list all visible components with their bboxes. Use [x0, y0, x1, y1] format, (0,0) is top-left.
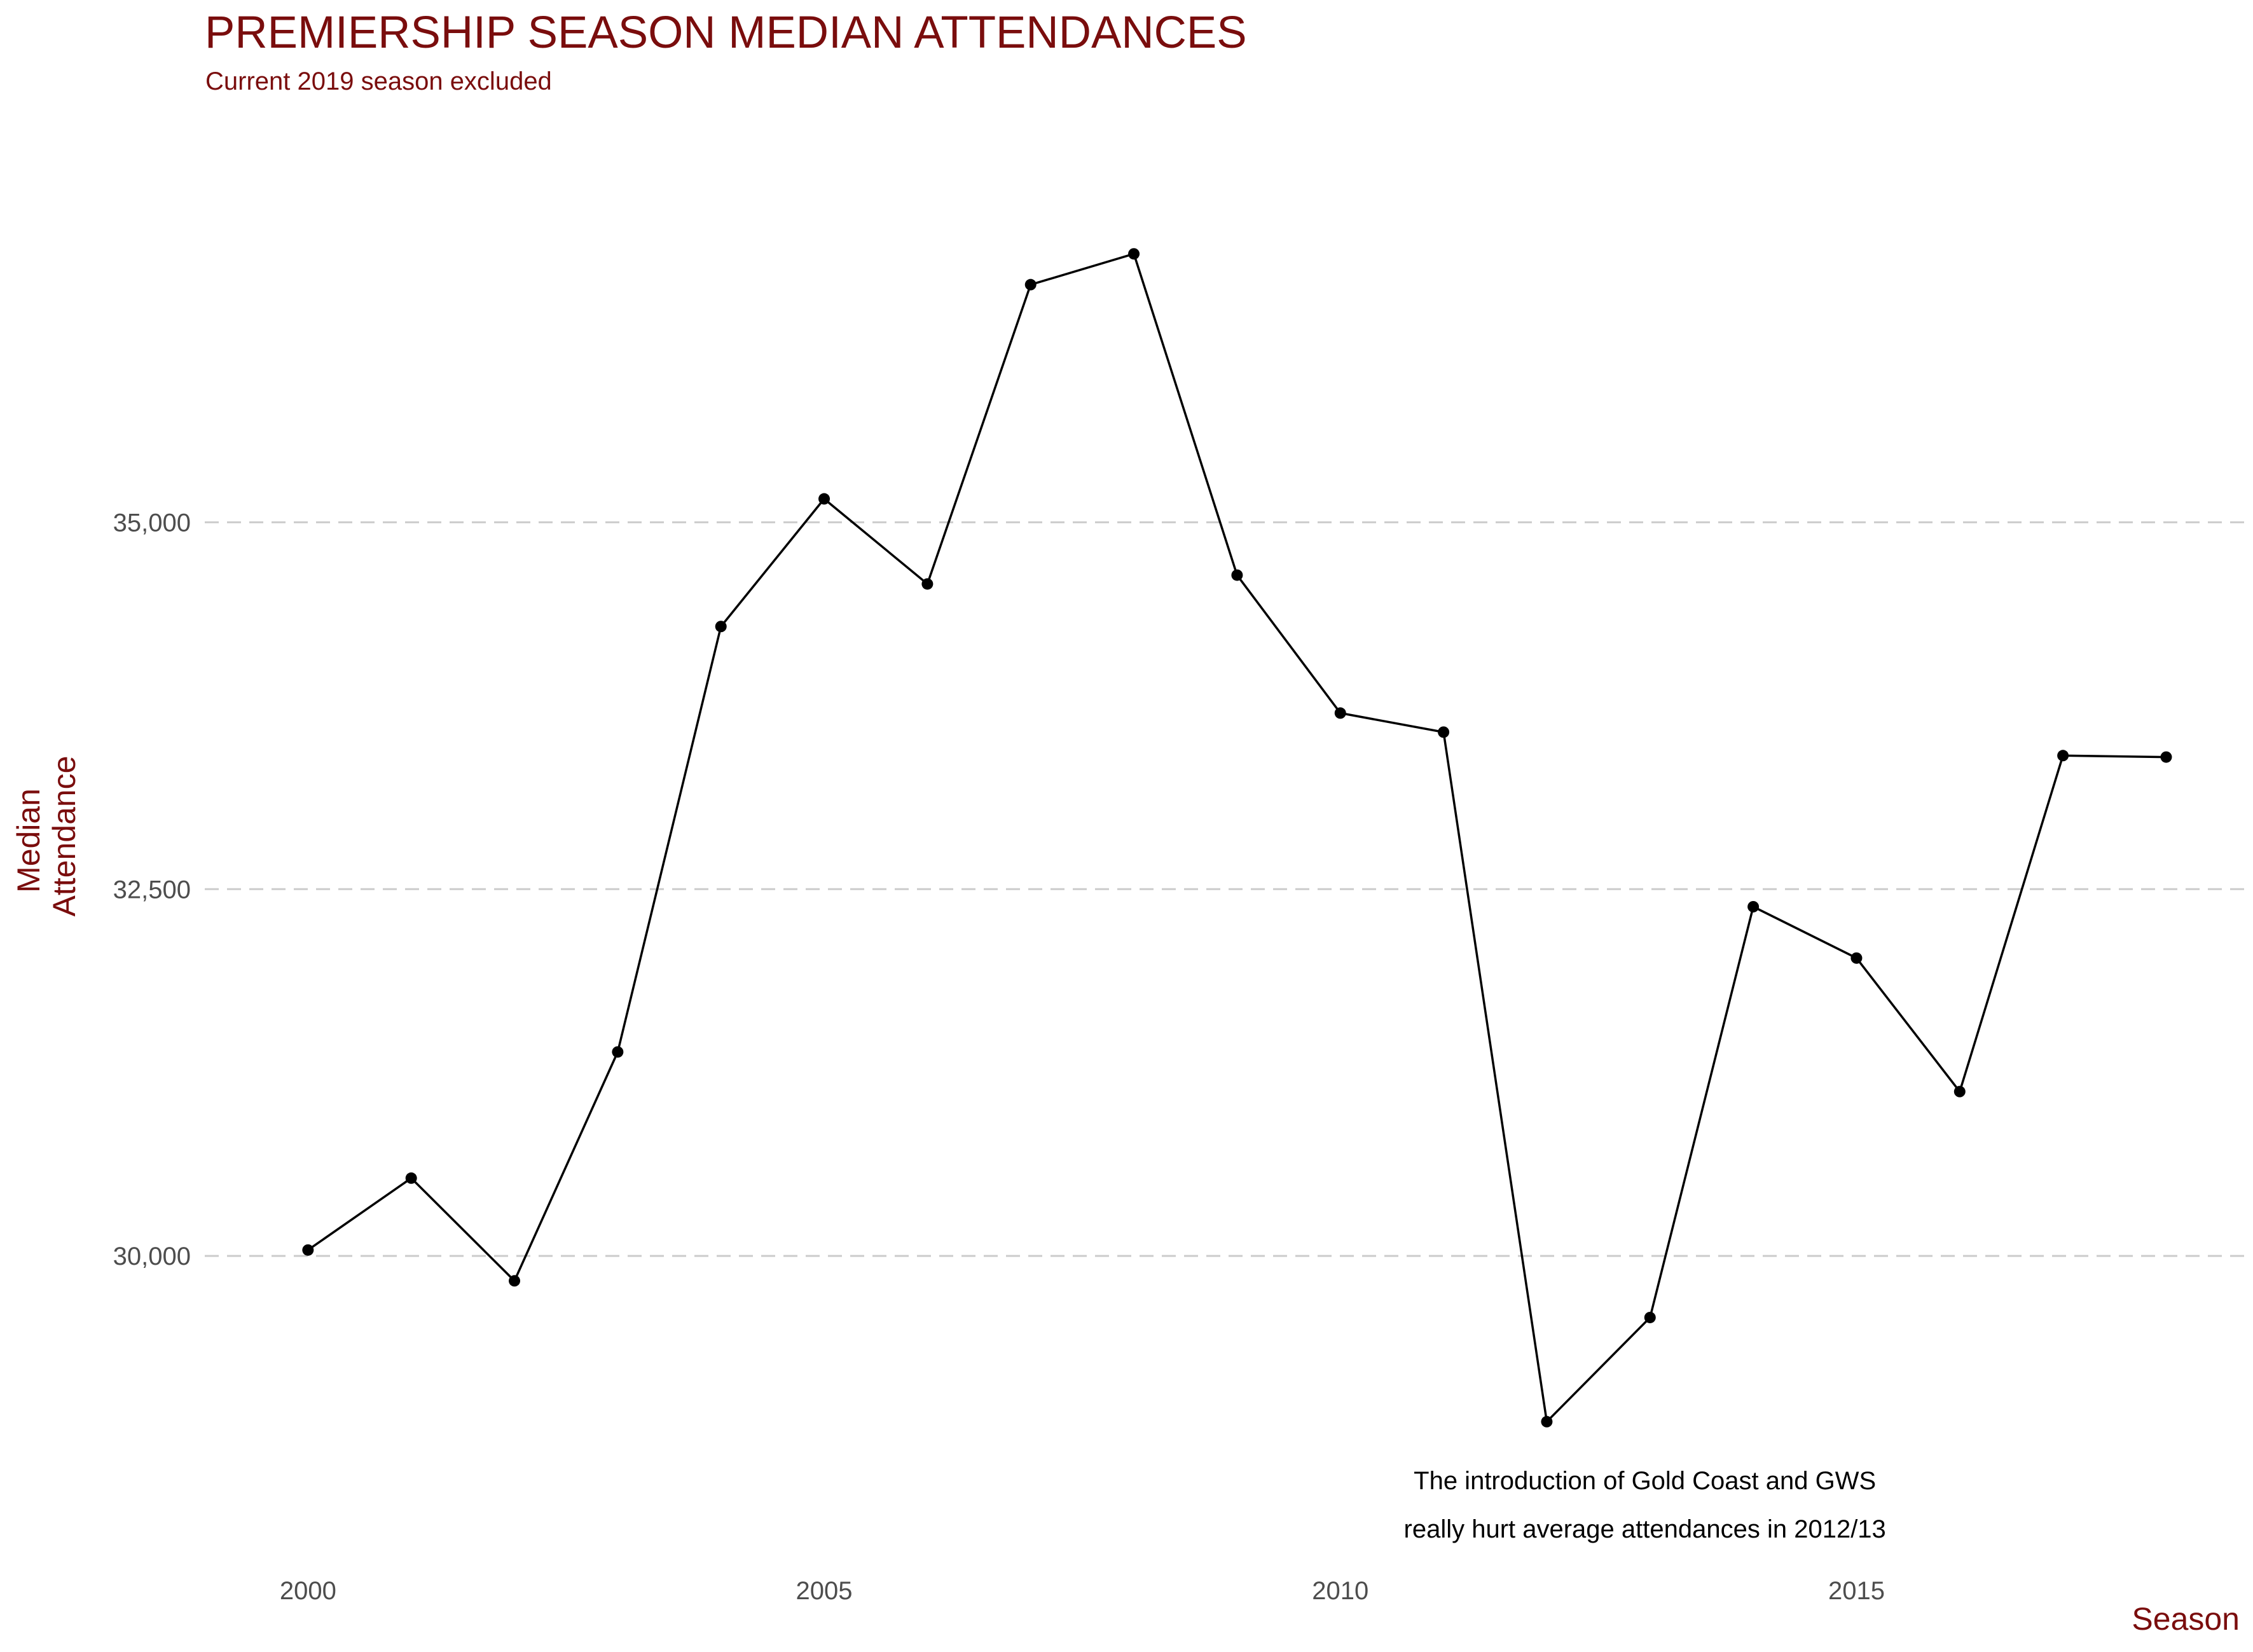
data-point-2015 [1850, 952, 1863, 964]
data-point-2007 [1024, 279, 1037, 291]
y-axis-title: Median Attendance [11, 756, 82, 917]
chart-subtitle: Current 2019 season excluded [205, 67, 552, 95]
data-point-2009 [1231, 569, 1243, 581]
data-point-2008 [1128, 248, 1140, 260]
x-tick-labels: 2000 2005 2010 2015 [280, 1577, 1885, 1605]
x-tick-label: 2000 [280, 1577, 336, 1605]
grid-lines [205, 521, 2252, 1257]
x-tick-label: 2010 [1312, 1577, 1368, 1605]
data-point-2006 [921, 578, 934, 590]
data-point-2012 [1541, 1415, 1553, 1428]
data-point-2011 [1438, 726, 1450, 738]
data-point-2005 [818, 493, 830, 505]
chart-title: PREMIERSHIP SEASON MEDIAN ATTENDANCES [205, 8, 1247, 58]
data-point-2013 [1644, 1311, 1656, 1323]
series-layer [307, 252, 2167, 1424]
data-point-2014 [1747, 900, 1760, 912]
data-point-2000 [302, 1244, 314, 1256]
y-tick-labels: 30,000 32,500 35,000 [113, 509, 191, 1270]
data-point-2004 [715, 621, 727, 633]
y-axis-title-line-2: Attendance [46, 756, 82, 917]
data-point-2002 [509, 1275, 521, 1287]
series-line [307, 252, 2167, 1424]
data-point-2001 [405, 1172, 417, 1184]
data-point-2017 [2057, 750, 2069, 762]
x-tick-label: 2015 [1828, 1577, 1885, 1605]
x-axis-title: Season [2132, 1601, 2240, 1637]
y-axis-title-line-1: Median [11, 788, 46, 893]
annotation-line-2: really hurt average attendances in 2012/… [1404, 1515, 1886, 1543]
annotation-line-1: The introduction of Gold Coast and GWS [1414, 1467, 1876, 1495]
data-point-2018 [2160, 751, 2172, 763]
data-point-2010 [1334, 707, 1346, 719]
data-point-2003 [612, 1046, 624, 1058]
x-tick-label: 2005 [796, 1577, 853, 1605]
data-point-2016 [1953, 1085, 1966, 1098]
data-points [302, 248, 2172, 1428]
y-tick-label: 32,500 [113, 876, 191, 904]
y-tick-label: 35,000 [113, 509, 191, 537]
y-tick-label: 30,000 [113, 1242, 191, 1270]
